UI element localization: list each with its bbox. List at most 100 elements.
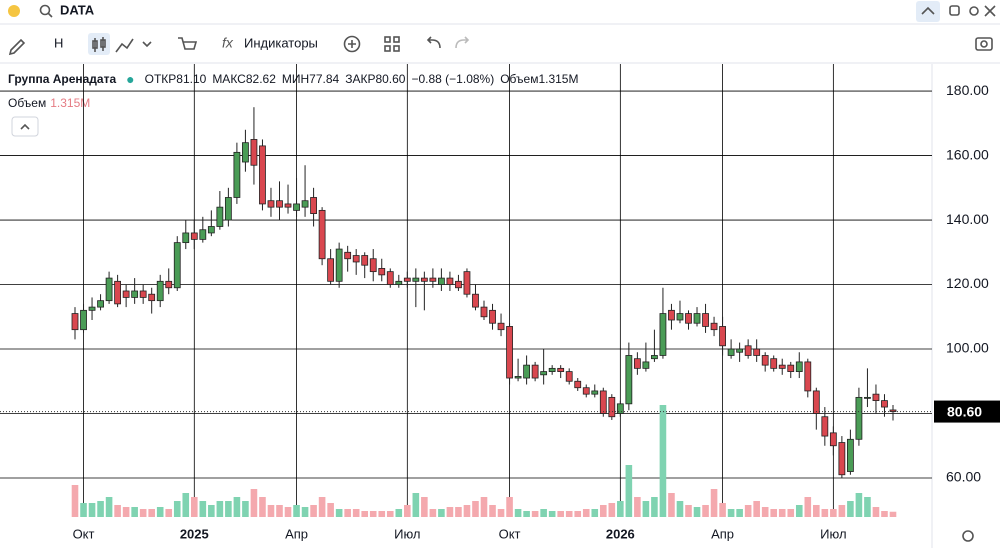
candle-body — [403, 277, 411, 282]
candle-body — [514, 376, 522, 379]
candle-body — [659, 313, 667, 356]
chart-type-dropdown[interactable] — [142, 41, 152, 48]
candle-body — [744, 345, 752, 356]
volume-bar — [463, 505, 471, 517]
undo-button[interactable] — [426, 36, 441, 49]
volume-bar — [173, 501, 181, 517]
volume-bar — [591, 509, 599, 517]
volume-bar — [344, 509, 351, 517]
candle-body — [472, 293, 479, 308]
volume-bar — [881, 511, 888, 517]
candle-body — [812, 390, 820, 414]
volume-bar — [446, 507, 454, 517]
y-tick-label: 180.00 — [946, 82, 989, 98]
candle-body — [616, 403, 624, 414]
layout-icon — [393, 45, 400, 52]
volume-bar — [429, 509, 437, 517]
candle-body — [293, 203, 300, 211]
volume-bar — [830, 509, 837, 517]
symbol[interactable]: DATA — [60, 2, 95, 17]
candles-button[interactable] — [88, 33, 110, 55]
candle-body — [881, 400, 888, 408]
field-label: ЗАКР — [345, 72, 375, 86]
symbol-name: Группа Аренадата — [8, 72, 116, 86]
chart-type-button[interactable] — [115, 38, 134, 53]
candle-body — [139, 290, 147, 298]
candle-body — [463, 271, 471, 295]
volume-bar — [165, 509, 173, 517]
candle-body — [429, 277, 437, 282]
y-tick-label: 140.00 — [946, 211, 989, 227]
candle-body — [335, 248, 343, 282]
candle-body — [71, 313, 79, 331]
volume-bar — [139, 509, 147, 517]
candle-body — [190, 232, 198, 240]
volume-bar — [608, 503, 616, 517]
volume-bar — [369, 511, 377, 517]
candle-body — [668, 309, 675, 321]
candle-body — [753, 348, 761, 356]
candle-body — [361, 255, 369, 266]
field-value: 82.62 — [246, 72, 276, 86]
volume-bar — [80, 503, 87, 517]
volume-bar — [233, 497, 241, 517]
collapse-button[interactable] — [916, 1, 940, 22]
volume-bar — [548, 511, 556, 517]
candle-body — [599, 390, 607, 414]
volume-bar — [455, 507, 462, 517]
indicators-icon: fx — [222, 35, 234, 51]
candle-body — [310, 197, 317, 215]
collapse-legend-button[interactable] — [11, 116, 39, 137]
volume-bar — [617, 501, 624, 517]
x-tick-label: Апр — [711, 526, 734, 541]
candle-body — [327, 258, 335, 282]
candle-body — [761, 355, 769, 366]
volume-bar — [489, 505, 496, 517]
candle-body — [267, 200, 275, 208]
candle-body — [489, 309, 496, 324]
candle-body — [804, 361, 812, 392]
candle-body — [105, 277, 113, 302]
layout-button[interactable] — [384, 36, 391, 43]
candle-body — [872, 393, 880, 402]
volume-bar — [208, 505, 215, 517]
candle-body — [676, 313, 684, 321]
candle-body — [378, 268, 386, 276]
window-button[interactable] — [949, 5, 960, 16]
candle-body — [199, 229, 207, 240]
candle-body — [633, 358, 641, 369]
settings-button[interactable] — [969, 6, 979, 16]
draw-tool[interactable] — [8, 38, 26, 56]
last-price-tag — [934, 400, 1000, 423]
volume-bar — [804, 497, 812, 517]
volume-bar — [889, 511, 897, 517]
volume-bar — [105, 497, 113, 517]
volume-bar — [259, 497, 266, 517]
volume-bar — [156, 507, 164, 517]
interval-button[interactable]: Н — [54, 35, 63, 50]
volume-bar — [838, 505, 846, 517]
candle-body — [88, 306, 96, 311]
volume-bar — [472, 501, 479, 517]
collapse-legend-icon — [20, 123, 30, 130]
volume-bar — [438, 509, 445, 517]
candles-icon-body — [100, 39, 106, 48]
search-icon[interactable] — [39, 4, 51, 16]
candle-body — [642, 361, 650, 369]
snapshot-button[interactable] — [975, 37, 993, 51]
add-button[interactable] — [343, 35, 361, 53]
axis-settings-button[interactable] — [962, 530, 974, 542]
volume-bar — [770, 509, 778, 517]
y-tick-label: 100.00 — [946, 340, 989, 356]
candle-body — [250, 139, 258, 166]
redo-button[interactable] — [455, 36, 470, 49]
volume-bar — [250, 489, 258, 517]
cart-button[interactable] — [178, 37, 198, 50]
indicators-button[interactable]: Индикаторы — [244, 35, 318, 50]
candle-body — [114, 280, 122, 305]
candle-body — [506, 326, 513, 379]
candle-body — [224, 197, 232, 221]
layout-icon — [384, 45, 391, 52]
volume-bar — [855, 493, 863, 517]
close-button[interactable] — [984, 5, 996, 17]
